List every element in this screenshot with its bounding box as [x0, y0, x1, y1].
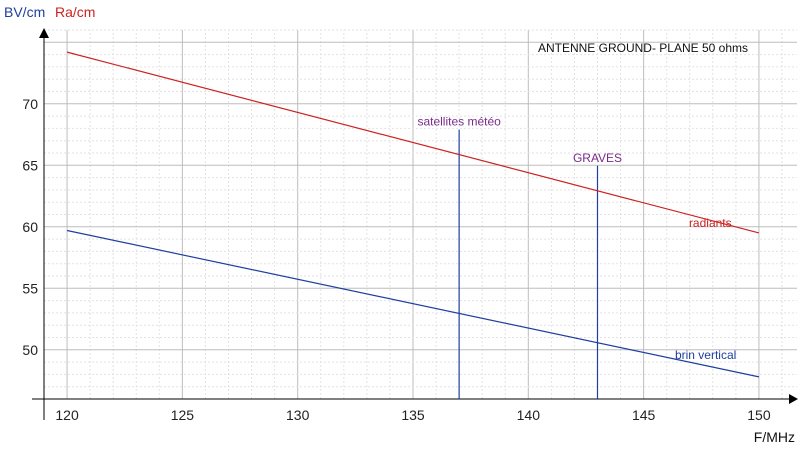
series-line-brin-vertical [66, 229, 760, 378]
grid [43, 29, 797, 400]
y-tick-labels: 50 55 60 65 70 [22, 96, 38, 358]
x-tick-label: 145 [632, 407, 656, 423]
x-tick-label: 120 [55, 407, 79, 423]
y-tick-label: 60 [22, 219, 38, 235]
chart-title: ANTENNE GROUND- PLANE 50 ohms [538, 41, 748, 55]
x-tick-label: 140 [517, 407, 541, 423]
marker-label-graves: GRAVES [573, 151, 622, 165]
marker-label-satellites: satellites météo [417, 115, 501, 129]
y-tick-label: 65 [22, 157, 38, 173]
y-label-bv: BV/cm [4, 4, 45, 20]
x-tick-label: 130 [286, 407, 310, 423]
x-tick-labels: 120 125 130 135 140 145 150 [55, 407, 770, 423]
y-tick-label: 70 [22, 96, 38, 112]
series-line-radiants [66, 51, 760, 234]
series-label-radiants: radiants [689, 216, 732, 230]
marker-lines: satellites météo GRAVES [417, 115, 622, 399]
y-label-ra: Ra/cm [55, 4, 95, 20]
y-axis-arrow [39, 28, 49, 38]
x-tick-label: 135 [401, 407, 425, 423]
y-tick-label: 55 [22, 280, 38, 296]
x-tick-label: 150 [747, 407, 771, 423]
series-lines: radiants brin vertical [66, 51, 760, 378]
x-axis-label: F/MHz [754, 429, 795, 445]
x-tick-label: 125 [171, 407, 195, 423]
y-tick-label: 50 [22, 342, 38, 358]
series-label-brin-vertical: brin vertical [675, 348, 736, 362]
axes [32, 28, 798, 420]
x-axis-arrow [789, 394, 798, 404]
